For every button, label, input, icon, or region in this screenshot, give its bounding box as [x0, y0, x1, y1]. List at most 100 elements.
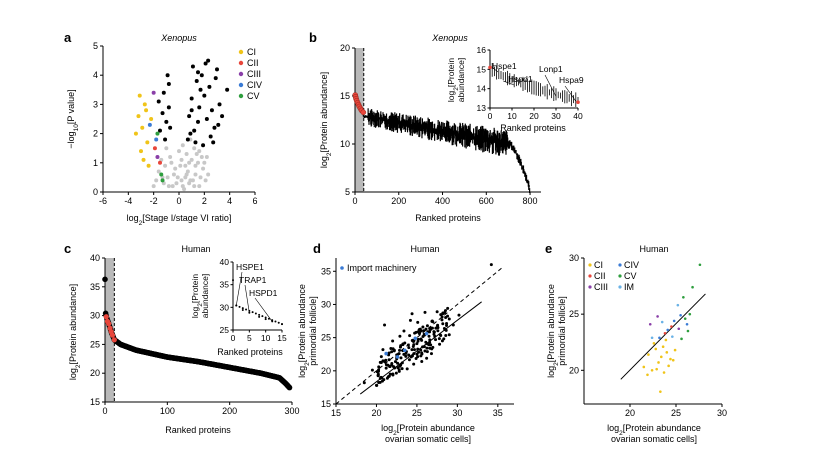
inset-label-leader	[503, 80, 515, 86]
data-point	[384, 366, 388, 370]
inset-label-leader	[244, 284, 250, 313]
panel-letter: a	[64, 30, 72, 45]
inset-x-axis-label: Ranked proteins	[217, 347, 283, 357]
data-point	[442, 326, 446, 330]
inset-y-tick-label: 14	[477, 84, 487, 94]
y-tick-label: 5	[93, 41, 98, 51]
chart-title: Xenopus	[160, 33, 197, 43]
data-point-CI	[140, 125, 145, 130]
data-point	[388, 365, 392, 369]
data-point-other	[180, 184, 185, 189]
panel-a-volcano-plot: -6 -4 -2 0 2 4 6 0 1 2 3 4 5 a Xenopus log2[Stage I/sta…	[64, 30, 262, 227]
data-point-CI	[659, 355, 663, 359]
data-point-significant	[166, 105, 171, 110]
data-point	[416, 320, 420, 324]
data-point-CV	[160, 178, 165, 183]
data-point	[380, 376, 384, 380]
inset-data-point	[241, 309, 244, 312]
data-point	[393, 366, 397, 370]
highlight-point	[402, 348, 407, 353]
data-point	[436, 323, 440, 327]
chart-title: Xenopus	[431, 33, 468, 43]
data-point-other	[188, 178, 193, 183]
data-point	[412, 362, 416, 366]
inset-label-leader	[235, 271, 243, 306]
inset-data-point	[264, 316, 267, 319]
x-tick-label: -4	[124, 196, 132, 206]
y-tick-label: 30	[90, 311, 100, 321]
data-point	[407, 346, 411, 350]
highlight-point	[424, 331, 429, 336]
data-point-other	[170, 184, 175, 189]
data-point-CI	[654, 347, 658, 351]
inset-y-tick-label: 15	[477, 64, 487, 74]
data-point	[410, 312, 414, 316]
legend-entry: CII	[594, 271, 606, 281]
data-point-significant	[207, 84, 212, 89]
data-point-significant	[213, 76, 218, 81]
legend-entry: CIV	[624, 260, 639, 270]
data-point	[447, 317, 451, 321]
legend-entry: CI	[594, 260, 603, 270]
data-point	[399, 363, 403, 367]
y-axis-label: log2[Protein abundance	[546, 284, 560, 378]
inset-x-tick-label: 10	[507, 111, 517, 121]
y-tick-label: 40	[90, 253, 100, 263]
data-point-significant	[208, 134, 213, 139]
data-point	[422, 329, 426, 333]
data-point	[387, 374, 391, 378]
x-tick-label: 20	[371, 408, 381, 418]
inset-highlight-point	[576, 100, 580, 104]
inset-x-tick-label: 15	[277, 333, 287, 343]
data-point	[376, 372, 380, 376]
data-point	[444, 328, 448, 332]
data-point-CV	[680, 337, 683, 341]
data-point-other	[165, 175, 170, 180]
x-axis-label: log2[Stage I/stage VI ratio]	[127, 213, 232, 227]
legend-marker	[238, 60, 244, 66]
data-point	[398, 345, 402, 349]
data-point-CV	[155, 131, 160, 136]
data-point-CIV	[679, 313, 682, 317]
data-point-CIV	[658, 336, 661, 340]
data-point	[404, 351, 408, 355]
data-point	[102, 276, 108, 283]
data-point-other	[187, 160, 192, 165]
data-point-significant	[199, 73, 204, 78]
inset-y-tick-label: 35	[220, 280, 230, 290]
data-point-CI	[133, 131, 138, 136]
x-axis-label: log2[Protein abundance	[381, 423, 475, 437]
y-tick-label: 25	[569, 309, 579, 319]
inset-data-point	[258, 315, 261, 318]
x-tick-label: 400	[435, 196, 450, 206]
data-point	[286, 384, 293, 391]
x-axis-label: Ranked proteins	[415, 213, 481, 223]
data-point	[416, 337, 420, 341]
data-point	[390, 363, 394, 367]
x-tick-label: 25	[671, 408, 681, 418]
data-point-CIV	[672, 319, 676, 323]
data-point-other	[197, 184, 202, 189]
data-point	[423, 349, 427, 353]
data-point-CV	[688, 312, 692, 316]
data-point-other	[193, 172, 198, 177]
inset-data-point	[238, 305, 241, 308]
inset-x-tick-label: 0	[488, 111, 493, 121]
x-tick-label: -6	[99, 196, 107, 206]
inset-label-leader	[564, 85, 577, 102]
y-tick-label: 2	[93, 129, 98, 139]
y-tick-label: 15	[321, 399, 331, 409]
y-tick-label: 30	[569, 253, 579, 263]
regression-line	[359, 301, 482, 395]
data-point-CI	[665, 351, 669, 354]
data-point	[443, 309, 447, 313]
y-tick-label: 35	[90, 282, 100, 292]
data-point-significant	[166, 81, 171, 86]
x-axis-label: ovarian somatic cells]	[611, 434, 697, 444]
data-point	[396, 366, 400, 370]
legend-marker	[340, 266, 344, 270]
y-tick-label: 20	[569, 365, 579, 375]
inset-y-axis-label-group: log2[Protein abundance]	[446, 58, 466, 103]
data-point-other	[168, 154, 173, 159]
